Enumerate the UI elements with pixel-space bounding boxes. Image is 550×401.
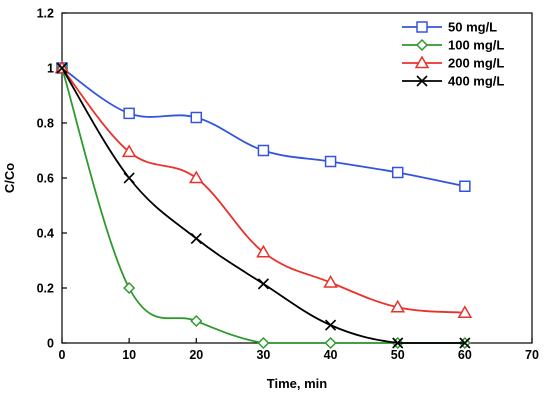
legend-diamond-marker <box>415 38 429 52</box>
legend-item: 100 mg/L <box>402 38 504 53</box>
triangle-marker <box>256 244 271 258</box>
square-marker <box>459 180 471 192</box>
square-marker <box>324 155 337 168</box>
triangle-marker <box>188 170 204 184</box>
diamond-marker <box>190 314 203 328</box>
cross-marker <box>459 337 471 349</box>
y-tick-label: 0.8 <box>37 117 54 131</box>
x-tick-label: 50 <box>391 348 405 362</box>
triangle-marker <box>121 144 137 158</box>
y-axis-title: C/Co <box>2 163 17 193</box>
cross-marker <box>257 278 269 290</box>
x-tick-label: 10 <box>122 348 136 362</box>
diamond-marker <box>123 281 136 295</box>
legend-item: 200 mg/L <box>402 55 504 71</box>
cross-marker <box>123 172 135 184</box>
triangle-marker <box>390 299 406 313</box>
x-tick-label: 20 <box>189 348 203 362</box>
legend-label: 200 mg/L <box>448 56 504 71</box>
x-tick-label: 60 <box>458 348 472 362</box>
square-marker <box>123 107 135 120</box>
legend-triangle-marker <box>414 55 430 69</box>
series-line <box>61 67 465 314</box>
y-tick-label: 1.2 <box>37 7 54 21</box>
series-200-mg-l <box>54 60 473 318</box>
legend-item: 50 mg/L <box>402 20 497 35</box>
cross-marker <box>325 319 337 331</box>
cross-marker <box>392 337 404 349</box>
diamond-marker <box>324 336 337 350</box>
y-tick-label: 0 <box>47 337 54 351</box>
series-line <box>61 67 465 344</box>
x-tick-label: 70 <box>525 348 539 362</box>
triangle-marker <box>457 305 473 318</box>
cross-marker <box>56 62 68 74</box>
x-tick-label: 30 <box>256 348 270 362</box>
legend-cross-marker <box>416 75 428 87</box>
x-tick-label: 40 <box>324 348 338 362</box>
legend-item: 400 mg/L <box>402 74 504 89</box>
legend-label: 400 mg/L <box>448 74 504 89</box>
series-50-mg-l <box>56 62 471 192</box>
y-tick-label: 0.4 <box>37 227 54 241</box>
y-tick-label: 1 <box>47 62 54 76</box>
x-axis-title: Time, min <box>267 376 328 391</box>
x-tick-label: 0 <box>59 348 66 362</box>
square-marker <box>190 111 203 124</box>
series-line <box>61 67 465 344</box>
legend-label: 100 mg/L <box>448 38 504 53</box>
series-400-mg-l <box>56 62 471 349</box>
y-tick-label: 0.2 <box>37 282 54 296</box>
cross-marker <box>190 232 202 245</box>
square-marker <box>391 166 404 179</box>
series-layer <box>54 60 473 350</box>
legend: 50 mg/L 100 mg/L 200 mg/L 400 mg/L <box>402 20 504 89</box>
diamond-marker <box>257 336 270 350</box>
legend-label: 50 mg/L <box>448 20 497 35</box>
legend-square-marker <box>416 21 428 33</box>
series-100-mg-l <box>55 61 471 350</box>
triangle-marker <box>323 274 338 288</box>
square-marker <box>257 144 270 157</box>
y-tick-label: 0.6 <box>37 172 54 186</box>
